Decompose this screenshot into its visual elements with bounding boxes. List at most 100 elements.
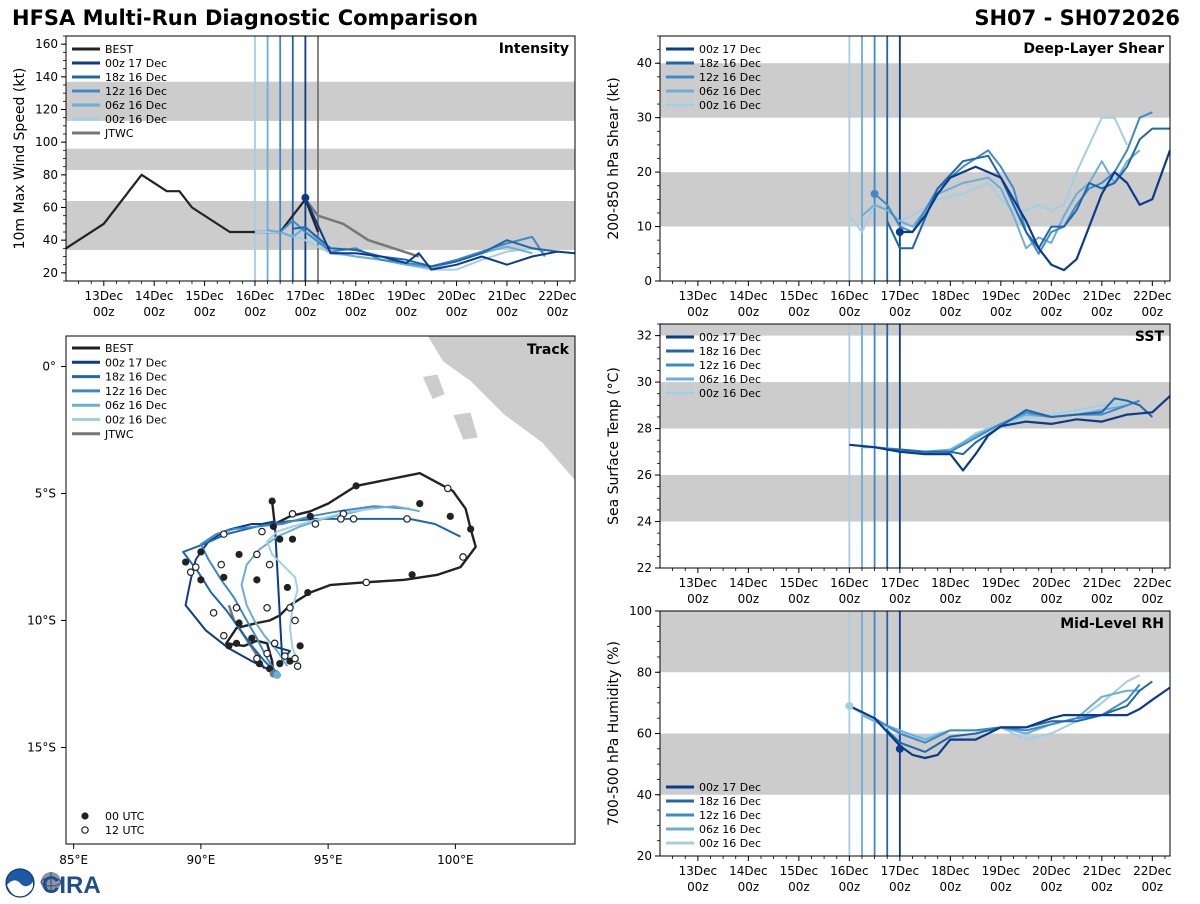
intensity-xtick-label-day: 22Dec [538,289,577,303]
sst-xtick-label-hour: 00z [1091,592,1113,606]
shear-legend-label: 18z 16 Dec [699,57,761,70]
track-point-12utc [263,603,271,612]
track-land [452,411,479,441]
shear-ytick-label: 0 [644,274,652,288]
rh-plot-area [660,611,1170,856]
track-land [421,373,446,401]
shear-plot-area [660,36,1170,281]
track-point-12utc [263,649,271,658]
sst-xtick-label-day: 15Dec [780,576,819,590]
track-point-12utc [232,603,241,612]
sst-legend-label: 00z 17 Dec [699,331,761,344]
intensity-xtick-label-hour: 00z [395,305,417,319]
shear-legend-label: 00z 16 Dec [699,99,761,112]
sst-panel: 22 24 26 28 30 32 13Dec 00z 14Dec 00z 15Dec 00z 16De… [606,323,1172,606]
sst-gray-band [660,475,1170,522]
shear-legend-label: 00z 17 Dec [699,43,761,56]
intensity-legend-label: 00z 17 Dec [105,57,167,70]
track-point-12utc [293,662,302,671]
sst-xtick-label-day: 14Dec [729,576,768,590]
track-series-18z-16-dec [182,517,461,678]
rh-ytick-label: 80 [637,665,652,679]
intensity-series-jtwc [304,198,420,258]
shear-series-00z-17-dec [899,149,1170,272]
intensity-panel: 20 40 60 80 100 120 140 160 13Dec 00z 14Dec 00z 15De… [12,35,577,319]
rh-xtick-label-day: 16Dec [830,864,869,878]
track-point-00utc [276,535,284,543]
track-point-12utc [337,515,345,523]
shear-xtick-label-hour: 00z [839,305,861,319]
shear-xtick-label-day: 14Dec [729,289,768,303]
track-point-12utc [265,560,274,569]
track-point-12utc [219,631,228,640]
rh-xtick-label-day: 18Dec [931,864,970,878]
rh-gray-band [660,733,1170,795]
track-series-12z-16-dec [199,505,410,675]
track-legend-label: 00z 17 Dec [105,356,167,369]
track-point-00utc [197,576,205,584]
track-point-12utc [217,560,226,569]
sst-xtick-label-hour: 00z [687,592,709,606]
sst-ytick-label: 24 [637,515,652,529]
track-point-12utc [253,550,261,559]
track-point-00utc [220,573,228,581]
track-ytick-label: 15°S [27,740,56,754]
track-series-00z-16-dec [266,507,375,667]
track-point-00utc [352,482,360,490]
track-point-00utc [197,548,205,556]
intensity-xtick-label-hour: 00z [446,305,468,319]
sst-legend-label: 00z 16 Dec [699,387,761,400]
intensity-xtick-label-hour: 00z [93,305,115,319]
sst-xtick-label-day: 20Dec [1032,576,1071,590]
track-point-00utc [232,639,241,647]
rh-xtick-label-hour: 00z [940,880,962,894]
rh-xtick-label-hour: 00z [839,880,861,894]
track-legend-label: JTWC [104,428,134,441]
intensity-legend-label: 00z 16 Dec [105,113,167,126]
intensity-ytick-label: 120 [35,103,58,117]
intensity-xtick-label-hour: 00z [345,305,367,319]
track-panel-label: Track [527,342,570,358]
intensity-plot-area [66,36,575,281]
track-xtick-label: 85°E [59,853,88,867]
sst-ytick-label: 22 [637,561,652,575]
track-xtick-label: 95°E [314,853,343,867]
rh-xtick-label-day: 19Dec [982,864,1021,878]
sst-xtick-label-hour: 00z [788,592,810,606]
track-point-12utc [288,509,297,518]
track-point-00utc [416,500,424,508]
intensity-ytick-label: 100 [35,135,58,149]
track-point-12utc [459,553,467,561]
sst-ytick-label: 26 [637,468,652,482]
track-point-12utc [362,578,371,587]
track-point-00utc [268,497,276,505]
shear-xtick-label-day: 21Dec [1083,289,1122,303]
sst-xtick-label-hour: 00z [889,592,911,606]
track-point-00utc [408,571,416,579]
shear-xtick-label-hour: 00z [940,305,962,319]
sst-xtick-label-day: 17Dec [881,576,920,590]
rh-xtick-label-hour: 00z [687,880,709,894]
intensity-xtick-label-hour: 00z [547,305,569,319]
intensity-legend-label: 18z 16 Dec [105,71,167,84]
rh-xtick-label-hour: 00z [990,880,1012,894]
intensity-xtick-label-day: 20Dec [437,289,476,303]
track-legend-label: 18z 16 Dec [105,371,167,384]
sst-ytick-label: 28 [637,422,652,436]
shear-ytick-label: 40 [637,56,652,70]
rh-marker [895,744,904,753]
shear-xtick-label-day: 22Dec [1133,289,1172,303]
shear-ylabel: 200-850 hPa Shear (kt) [606,77,622,239]
shear-gray-band [660,63,1170,118]
track-point-12utc [281,652,289,660]
intensity-xtick-label-day: 19Dec [387,289,426,303]
shear-ytick-label: 30 [637,111,652,125]
track-ytick-label: 0° [42,359,56,373]
sst-xtick-label-day: 21Dec [1083,576,1122,590]
intensity-xtick-label-day: 21Dec [488,289,527,303]
shear-panel: 0 10 20 30 40 13Dec 00z 14Dec 00z 15Dec 00z 16Dec 00… [606,35,1172,319]
intensity-ytick-label: 80 [43,168,58,182]
rh-ytick-label: 60 [637,727,652,741]
intensity-ytick-label: 60 [43,201,58,215]
